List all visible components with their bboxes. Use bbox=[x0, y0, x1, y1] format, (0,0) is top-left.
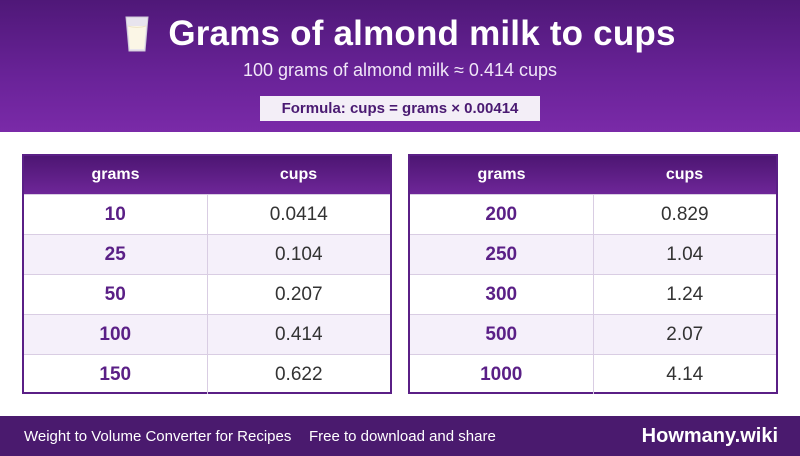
grams-cell: 250 bbox=[410, 235, 594, 274]
grams-cell: 500 bbox=[410, 315, 594, 354]
formula-box: Formula: cups = grams × 0.00414 bbox=[260, 96, 540, 121]
cups-cell: 0.207 bbox=[274, 283, 323, 305]
cups-cell: 1.04 bbox=[666, 243, 704, 265]
table-row: 500 2.07 bbox=[410, 314, 776, 354]
cups-cell: 4.14 bbox=[666, 363, 704, 385]
footer-bar: Weight to Volume Converter for Recipes F… bbox=[0, 416, 800, 456]
conversion-table-right: grams cups 200 0.829 250 1.04 300 1.24 5… bbox=[408, 154, 778, 394]
table-row: 200 0.829 bbox=[410, 194, 776, 234]
column-header-grams: grams bbox=[477, 166, 526, 183]
column-header-grams: grams bbox=[91, 166, 140, 183]
table-row: 150 0.622 bbox=[24, 354, 390, 394]
grams-cell: 1000 bbox=[410, 355, 594, 394]
grams-cell: 50 bbox=[24, 275, 208, 314]
table-header: grams cups bbox=[410, 156, 776, 194]
grams-cell: 100 bbox=[24, 315, 208, 354]
column-header-cups: cups bbox=[665, 166, 704, 183]
grams-cell: 150 bbox=[24, 355, 208, 394]
conversion-table-left: grams cups 10 0.0414 25 0.104 50 0.207 1… bbox=[22, 154, 392, 394]
title-row: Grams of almond milk to cups bbox=[0, 12, 800, 56]
column-header-cups: cups bbox=[279, 166, 318, 183]
grams-cell: 25 bbox=[24, 235, 208, 274]
cups-cell: 0.414 bbox=[274, 323, 323, 345]
grams-cell: 300 bbox=[410, 275, 594, 314]
footer-tagline: Weight to Volume Converter for Recipes bbox=[24, 428, 292, 445]
subtitle: 100 grams of almond milk ≈ 0.414 cups bbox=[242, 60, 558, 80]
table-row: 50 0.207 bbox=[24, 274, 390, 314]
cups-cell: 0.829 bbox=[660, 203, 709, 225]
page-title: Grams of almond milk to cups bbox=[168, 14, 676, 53]
footer-share-text: Free to download and share bbox=[309, 428, 496, 445]
table-row: 25 0.104 bbox=[24, 234, 390, 274]
table-row: 10 0.0414 bbox=[24, 194, 390, 234]
header-banner: Grams of almond milk to cups 100 grams o… bbox=[0, 0, 800, 132]
brand-logo-text[interactable]: Howmany.wiki bbox=[641, 425, 778, 447]
cups-cell: 0.0414 bbox=[269, 203, 328, 225]
cups-cell: 2.07 bbox=[666, 323, 704, 345]
table-row: 250 1.04 bbox=[410, 234, 776, 274]
table-header: grams cups bbox=[24, 156, 390, 194]
table-row: 100 0.414 bbox=[24, 314, 390, 354]
milk-glass-icon bbox=[125, 16, 149, 52]
cups-cell: 0.622 bbox=[274, 363, 323, 385]
table-row: 300 1.24 bbox=[410, 274, 776, 314]
cups-cell: 0.104 bbox=[274, 243, 323, 265]
grams-cell: 200 bbox=[410, 195, 594, 234]
grams-cell: 10 bbox=[24, 195, 208, 234]
cups-cell: 1.24 bbox=[666, 283, 704, 305]
table-row: 1000 4.14 bbox=[410, 354, 776, 394]
